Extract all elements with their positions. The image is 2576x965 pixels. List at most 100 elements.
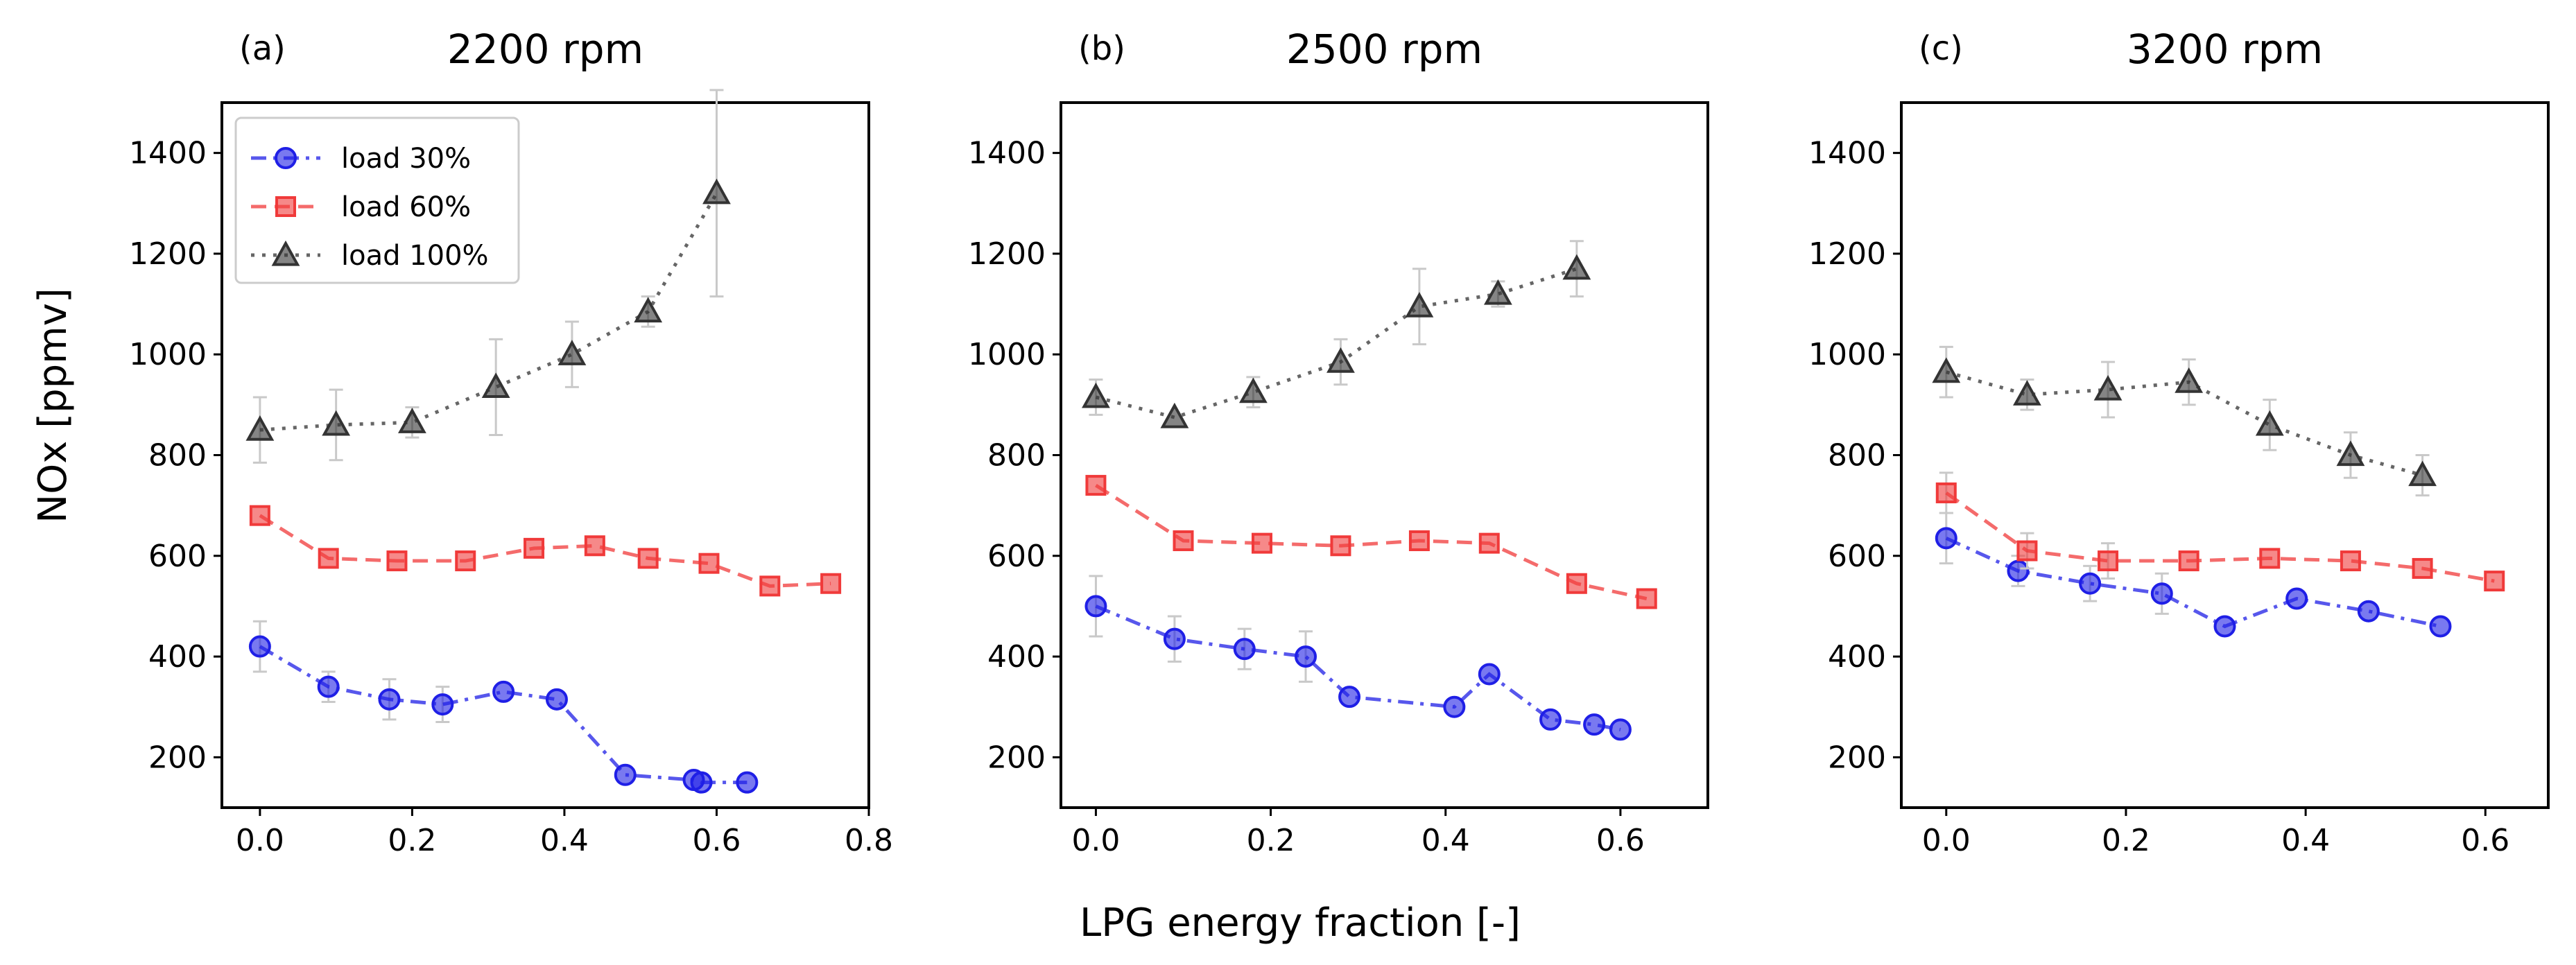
- series-load30: [248, 620, 759, 794]
- y-tick-label: 1400: [129, 136, 207, 171]
- data-point: [2150, 582, 2173, 605]
- series-line: [259, 514, 831, 588]
- data-point: [690, 771, 713, 794]
- data-point: [2408, 460, 2437, 487]
- data-point: [322, 410, 351, 436]
- data-point: [637, 548, 659, 569]
- data-point: [1160, 402, 1189, 428]
- data-point: [386, 550, 408, 572]
- data-point: [1478, 532, 1500, 554]
- data-point: [1233, 638, 1256, 661]
- data-point: [614, 763, 637, 786]
- data-point: [378, 688, 401, 711]
- y-tick-label: 1400: [1808, 136, 1886, 171]
- data-point: [1583, 713, 1606, 736]
- data-point: [1935, 482, 1957, 503]
- data-point: [1085, 475, 1107, 496]
- data-point: [492, 680, 515, 703]
- y-tick-label: 800: [1828, 438, 1886, 473]
- data-point: [398, 408, 426, 433]
- data-point: [1566, 573, 1587, 594]
- x-axis-label: LPG energy fraction [-]: [1080, 901, 1521, 946]
- data-point: [1408, 530, 1430, 551]
- data-point: [1163, 627, 1186, 650]
- data-point: [2429, 615, 2452, 638]
- data-point: [2093, 374, 2123, 401]
- legend-marker: [271, 240, 300, 266]
- data-point: [2013, 380, 2041, 406]
- chart-panel-3: 200 400 600 800 1000 1200 1400 0.0 0.2 0.4 0.6 (c) 3…: [1808, 26, 2550, 858]
- data-point: [2340, 550, 2361, 572]
- series-load30: [1084, 575, 1632, 741]
- x-tick-label: 0.4: [2281, 823, 2330, 858]
- data-point: [2357, 600, 2380, 623]
- data-point: [431, 693, 454, 716]
- series-line: [1945, 537, 2441, 629]
- data-point: [2412, 557, 2433, 579]
- chart-panel-2: 200 400 600 800 1000 1200 1400 0.0 0.2 0.4 0.6 (b) 2…: [968, 26, 1709, 858]
- y-tick-label: 400: [1828, 639, 1886, 675]
- chart-panel-1: 200 400 600 800 1000 1200 1400 0.0 0.2 0.4 0.6 0.8 (…: [129, 26, 893, 858]
- data-point: [557, 340, 587, 365]
- data-point: [2178, 550, 2199, 572]
- data-point: [2255, 410, 2284, 436]
- series-line: [1095, 267, 1577, 419]
- data-point: [2285, 587, 2308, 610]
- series-load60: [1085, 475, 1657, 609]
- axes-frame: [1900, 101, 2550, 809]
- data-point: [1443, 695, 1466, 718]
- data-point: [1082, 382, 1110, 408]
- data-point: [1609, 718, 1632, 741]
- panel-letter: (a): [239, 29, 286, 68]
- y-tick-label: 600: [987, 539, 1046, 574]
- x-tick-label: 0.0: [1071, 823, 1120, 858]
- legend-label: load 30%: [341, 143, 471, 175]
- series-load100: [1082, 240, 1591, 428]
- data-point: [1935, 527, 1957, 550]
- y-tick-label: 1000: [129, 337, 207, 372]
- data-point: [1562, 254, 1591, 280]
- x-tick-label: 0.0: [1922, 823, 1971, 858]
- data-point: [1636, 588, 1657, 609]
- data-point: [1326, 347, 1355, 373]
- series-load60: [249, 505, 842, 597]
- y-axis-label: NOx [ppmv]: [31, 288, 76, 523]
- series-load30: [1935, 512, 2452, 638]
- data-point: [248, 635, 271, 658]
- data-point: [2484, 571, 2505, 592]
- panel-title: 2200 rpm: [447, 26, 643, 73]
- y-tick-label: 400: [148, 639, 207, 675]
- data-point: [2336, 440, 2365, 467]
- y-tick-label: 1200: [129, 236, 207, 272]
- data-point: [759, 575, 781, 597]
- data-point: [1084, 595, 1107, 618]
- x-tick-label: 0.6: [692, 823, 741, 858]
- data-point: [2175, 367, 2204, 393]
- series-line: [1945, 491, 2495, 583]
- data-point: [318, 548, 339, 569]
- x-tick-label: 0.2: [1247, 823, 1295, 858]
- series-load60: [1935, 471, 2505, 592]
- axes-frame: [1060, 101, 1709, 809]
- x-tick-label: 0.2: [2102, 823, 2150, 858]
- x-tick-label: 0.8: [845, 823, 893, 858]
- data-point: [2098, 550, 2119, 572]
- data-point: [317, 675, 340, 698]
- data-point: [1405, 292, 1434, 318]
- legend-marker: [275, 147, 297, 169]
- y-tick-label: 1000: [1808, 337, 1886, 372]
- legend: load 30% load 60% load 100%: [234, 116, 520, 284]
- y-tick-label: 400: [987, 639, 1046, 675]
- data-point: [702, 178, 731, 205]
- data-point: [2213, 615, 2236, 638]
- data-point: [634, 297, 663, 323]
- y-tick-label: 1000: [968, 337, 1046, 372]
- data-point: [2007, 559, 2030, 582]
- data-point: [2016, 540, 2038, 562]
- y-tick-label: 200: [1828, 740, 1886, 775]
- data-point: [820, 573, 842, 594]
- panels: 200 400 600 800 1000 1200 1400 0.0 0.2 0.4 0.6 0.8 (…: [129, 26, 2550, 858]
- data-point: [1295, 645, 1317, 668]
- panel-title: 3200 rpm: [2127, 26, 2323, 73]
- legend-marker: [275, 196, 296, 217]
